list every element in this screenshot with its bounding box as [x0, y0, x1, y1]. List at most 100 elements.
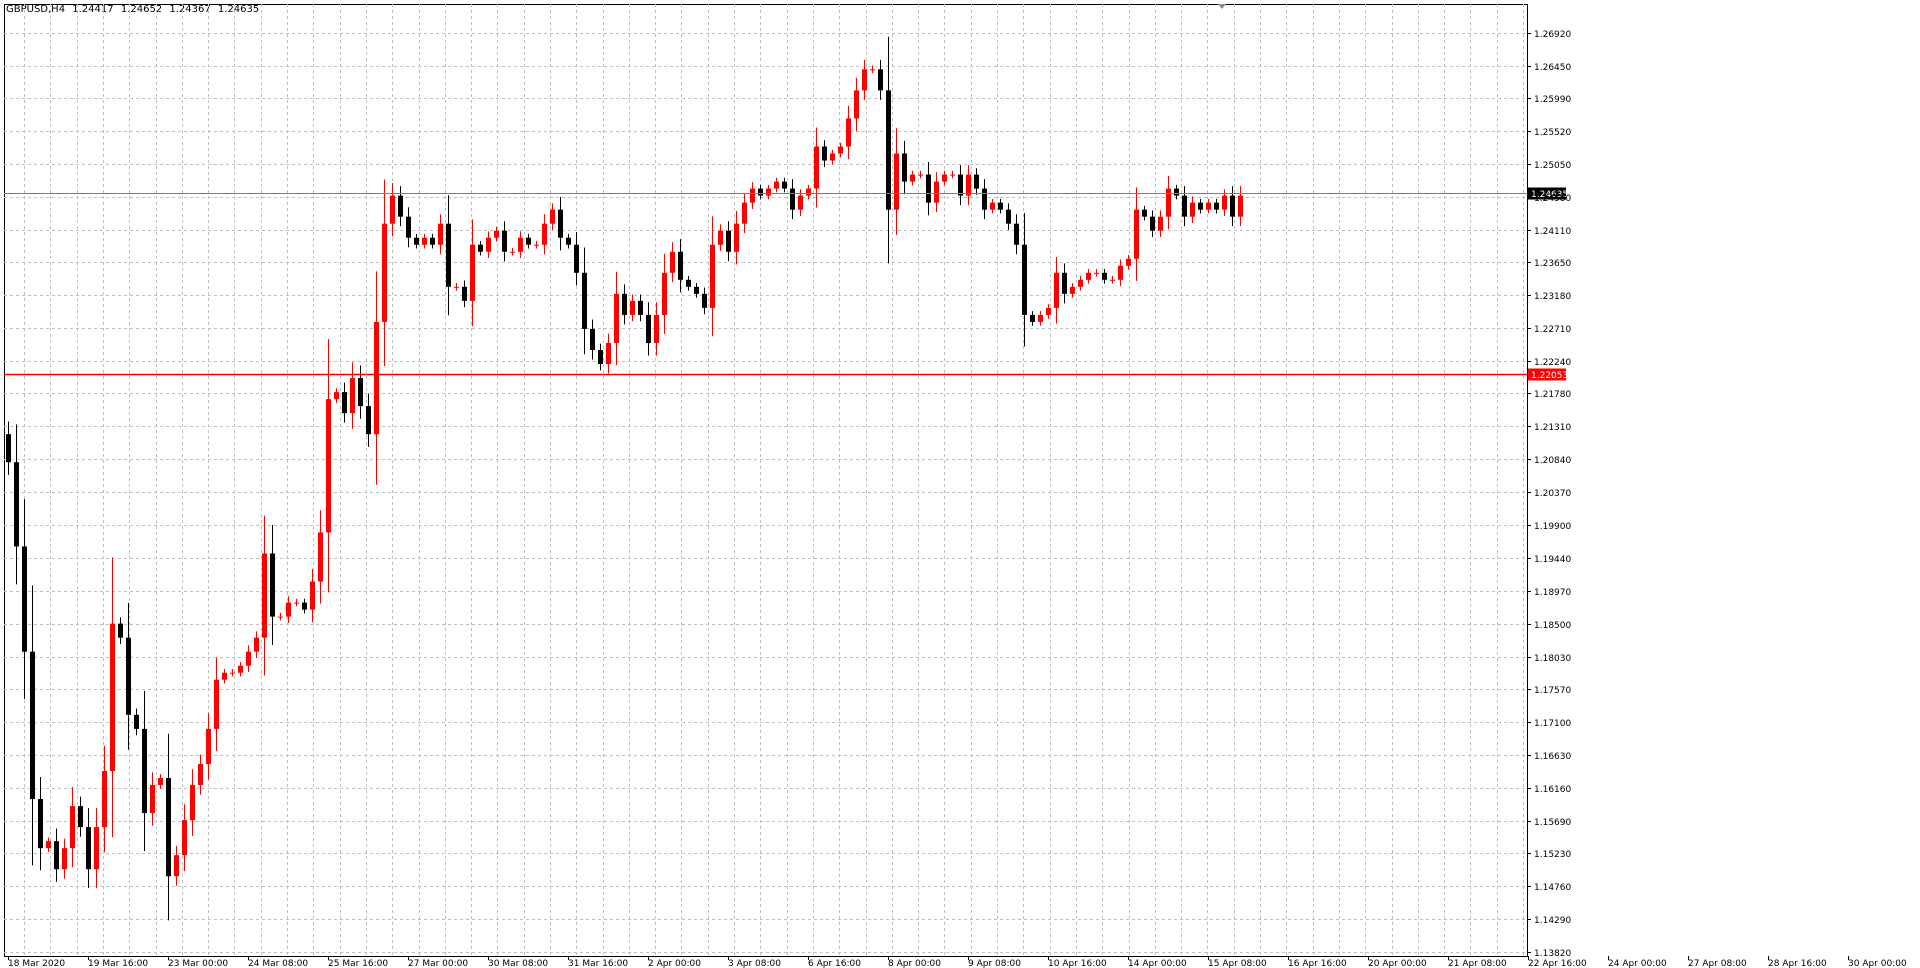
candle-body: [22, 546, 27, 652]
candle-body: [1022, 244, 1027, 315]
candle-body: [358, 378, 363, 407]
candle-body: [118, 623, 123, 638]
candle-body: [158, 777, 163, 786]
candle-body: [958, 174, 963, 196]
candle-body: [574, 244, 579, 273]
candle-body: [790, 188, 795, 210]
candle-body: [1134, 209, 1139, 259]
x-tick-label: 21 Apr 08:00: [1448, 959, 1507, 968]
y-tick-label: 1.17570: [1534, 686, 1571, 696]
candle-body: [446, 223, 451, 287]
candle-body: [654, 314, 659, 343]
candle-body: [630, 300, 635, 315]
candle-body: [406, 216, 411, 238]
candle-body: [46, 841, 51, 849]
candle-body: [1238, 195, 1243, 217]
support-price-label: 1.22053: [1531, 371, 1568, 381]
x-tick-label: 28 Apr 16:00: [1768, 959, 1827, 968]
candle-body: [190, 785, 195, 821]
low-value: 1.24367: [169, 4, 211, 15]
candle-body: [726, 230, 731, 252]
candle-body: [54, 841, 59, 870]
current-price-label: 1.24635: [1531, 190, 1568, 200]
candle-body: [1150, 216, 1155, 231]
candle-body: [142, 728, 147, 814]
candle-body: [662, 272, 667, 315]
candle-body: [910, 174, 915, 182]
y-tick-label: 1.18500: [1534, 621, 1571, 631]
y-tick-label: 1.15690: [1534, 818, 1571, 828]
x-tick-label: 18 Mar 2020: [8, 959, 65, 968]
candle-body: [174, 855, 179, 877]
candle-body: [486, 237, 491, 252]
candle-body: [462, 286, 467, 301]
y-tick-label: 1.26920: [1534, 30, 1571, 40]
x-tick-label: 20 Apr 00:00: [1368, 959, 1427, 968]
candle-body: [238, 665, 243, 673]
y-tick-label: 1.20840: [1534, 456, 1571, 466]
candle-body: [886, 90, 891, 210]
x-tick-label: 25 Mar 16:00: [328, 959, 388, 968]
y-tick-label: 1.15230: [1534, 850, 1571, 860]
candle-body: [126, 637, 131, 715]
candle-body: [806, 188, 811, 196]
candle-body: [206, 728, 211, 764]
candle-body: [1206, 202, 1211, 210]
candle-body: [1182, 195, 1187, 217]
x-tick-label: 6 Apr 16:00: [808, 959, 861, 968]
candle-body: [102, 770, 107, 828]
candle-body: [1046, 307, 1051, 315]
x-tick-label: 30 Apr 00:00: [1848, 959, 1907, 968]
candle-body: [1094, 272, 1099, 274]
candle-body: [1062, 272, 1067, 294]
candle-body: [878, 69, 883, 91]
candle-body: [870, 69, 875, 71]
x-tick-label: 9 Apr 08:00: [968, 959, 1021, 968]
candle-body: [374, 321, 379, 435]
candle-body: [1102, 272, 1107, 280]
candle-body: [1006, 209, 1011, 224]
y-tick-label: 1.18970: [1534, 588, 1571, 598]
candle-body: [566, 237, 571, 245]
candle-body: [62, 848, 67, 870]
candle-body: [1142, 209, 1147, 217]
hline-layer: 1.22053 1.24635: [4, 187, 1568, 381]
current-price-tag: [1528, 187, 1566, 200]
y-tick-label: 1.23180: [1534, 292, 1571, 302]
x-tick-label: 2 Apr 00:00: [648, 959, 701, 968]
candle-body: [326, 399, 331, 533]
y-tick-label: 1.25520: [1534, 128, 1571, 138]
candle-body: [774, 181, 779, 189]
x-tick-label: 22 Apr 16:00: [1528, 959, 1587, 968]
candle-body: [550, 209, 555, 224]
candle-body: [382, 223, 387, 322]
candle-body: [1214, 202, 1219, 210]
candle-body: [998, 202, 1003, 210]
candle-body: [766, 188, 771, 196]
x-tick-label: 30 Mar 08:00: [488, 959, 548, 968]
y-tick-label: 1.14290: [1534, 916, 1571, 926]
candle-body: [1198, 202, 1203, 210]
candle-body: [534, 244, 539, 246]
candle-body: [334, 392, 339, 400]
candle-body: [830, 153, 835, 161]
candle-body: [86, 827, 91, 870]
x-tick-label: 8 Apr 00:00: [888, 959, 941, 968]
candle-body: [430, 237, 435, 245]
y-tick-label: 1.21780: [1534, 390, 1571, 400]
candle-body: [1078, 279, 1083, 287]
candle-body: [150, 785, 155, 814]
candle-body: [78, 806, 83, 828]
candle-body: [414, 237, 419, 245]
candle-body: [862, 69, 867, 91]
symbol-label: GBPUSD,H4: [6, 4, 66, 15]
candle-body: [646, 314, 651, 343]
candle-body: [622, 293, 627, 315]
candle-body: [278, 616, 283, 618]
y-tick-label: 1.18030: [1534, 654, 1571, 664]
y-tick-label: 1.23650: [1534, 259, 1571, 269]
chart-shift-marker[interactable]: [1218, 4, 1226, 9]
candle-body: [742, 202, 747, 224]
